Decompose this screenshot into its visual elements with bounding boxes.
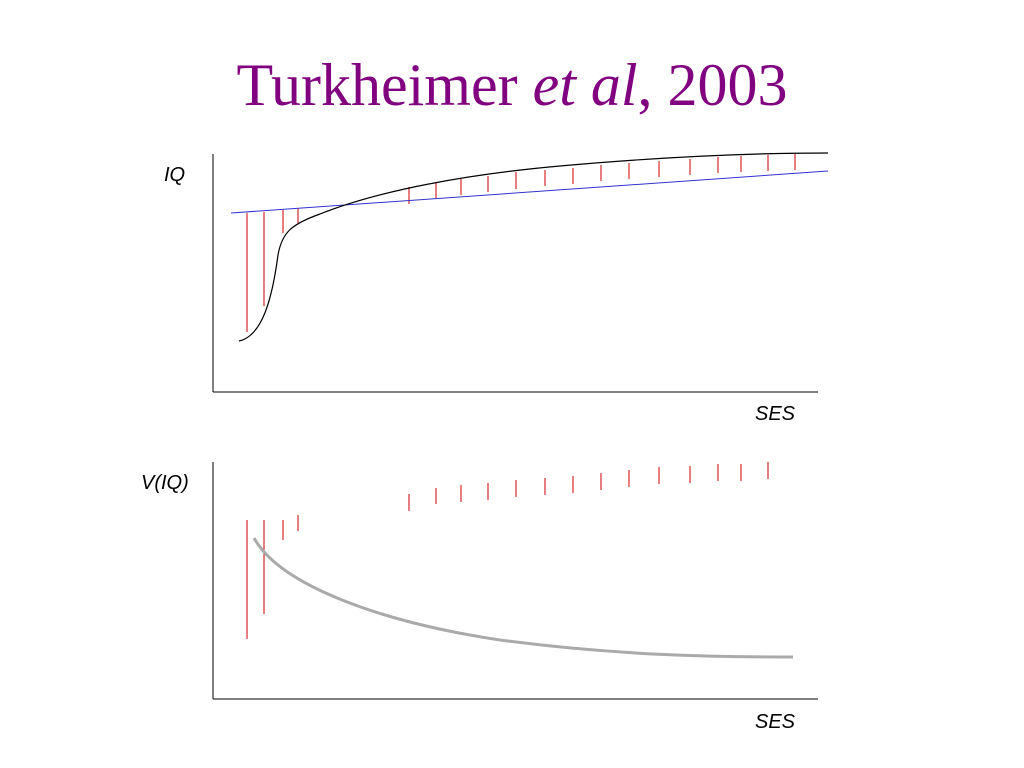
bottom-y-axis-label: V(IQ) [141, 472, 189, 494]
top-y-axis-label: IQ [164, 164, 186, 186]
variance-curve [252, 537, 794, 659]
linear-fit-line [230, 170, 829, 214]
bottom-axes [212, 462, 818, 700]
top-residuals [246, 154, 796, 332]
top-x-axis-label: SES [755, 403, 796, 425]
title-author: Turkheimer [236, 52, 518, 118]
bottom-variance-lines [246, 462, 769, 639]
top-axes [212, 154, 818, 393]
title-etal: et al [532, 52, 638, 118]
bottom-x-axis-label: SES [755, 711, 796, 733]
title-comma: , [637, 52, 653, 118]
title-year: 2003 [667, 52, 788, 118]
slide-title: Turkheimer et al, 2003 [0, 52, 1024, 118]
nonlinear-curve [238, 152, 829, 342]
